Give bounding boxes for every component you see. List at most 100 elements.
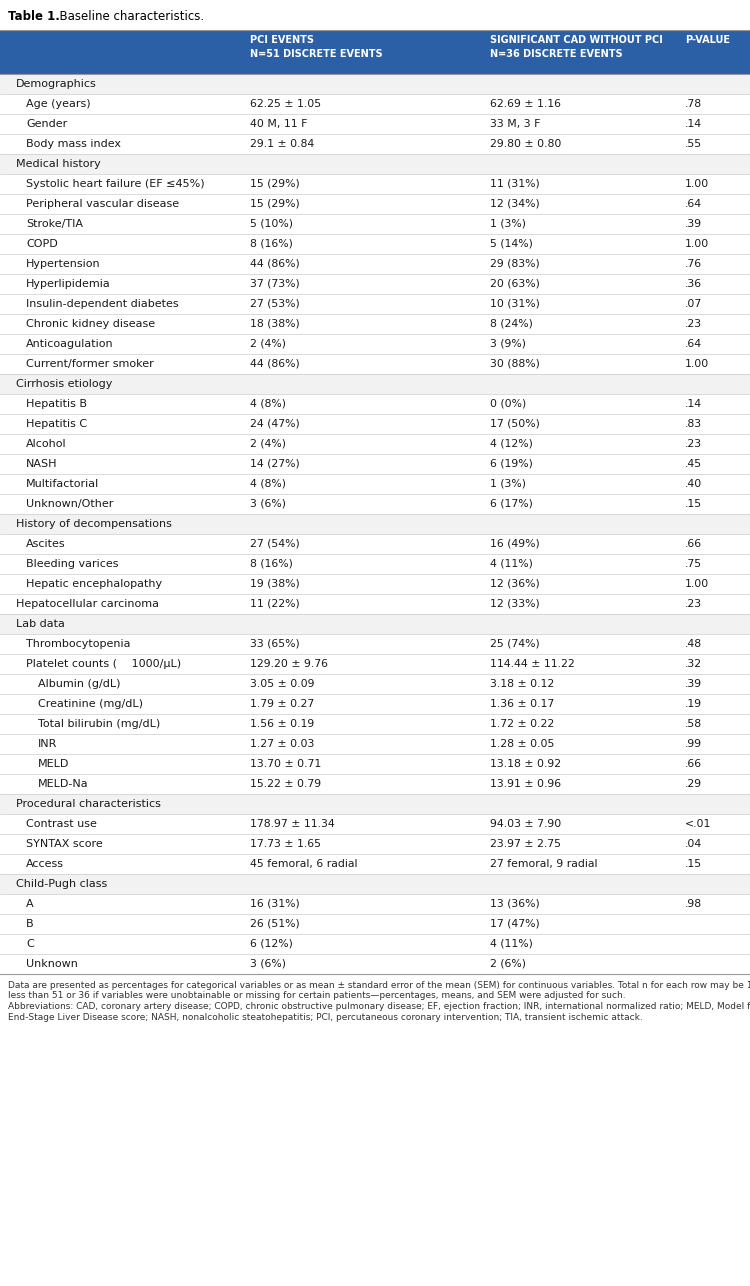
Text: Bleeding varices: Bleeding varices	[26, 559, 118, 568]
Text: 1.00: 1.00	[685, 359, 709, 369]
Text: 14 (27%): 14 (27%)	[250, 459, 300, 469]
Text: .40: .40	[685, 478, 702, 489]
Text: .14: .14	[685, 120, 702, 129]
Text: Chronic kidney disease: Chronic kidney disease	[26, 319, 155, 329]
Text: .07: .07	[685, 300, 702, 309]
Text: Unknown/Other: Unknown/Other	[26, 499, 113, 509]
Text: .15: .15	[685, 859, 702, 869]
Text: 3 (9%): 3 (9%)	[490, 340, 526, 349]
Text: 114.44 ± 11.22: 114.44 ± 11.22	[490, 658, 574, 669]
Text: Anticoagulation: Anticoagulation	[26, 340, 114, 349]
Text: Multifactorial: Multifactorial	[26, 478, 99, 489]
Text: 5 (14%): 5 (14%)	[490, 239, 532, 249]
Text: 20 (63%): 20 (63%)	[490, 279, 540, 289]
Text: Insulin-dependent diabetes: Insulin-dependent diabetes	[26, 300, 178, 309]
Bar	[0, 793, 750, 814]
Text: .76: .76	[685, 258, 702, 269]
Text: Stroke/TIA: Stroke/TIA	[26, 219, 83, 229]
Text: 13.18 ± 0.92: 13.18 ± 0.92	[490, 759, 561, 769]
Text: less than 51 or 36 if variables were unobtainable or missing for certain patient: less than 51 or 36 if variables were uno…	[8, 992, 626, 1001]
Text: 1.72 ± 0.22: 1.72 ± 0.22	[490, 719, 554, 729]
Text: 29.1 ± 0.84: 29.1 ± 0.84	[250, 139, 314, 149]
Text: 3.05 ± 0.09: 3.05 ± 0.09	[250, 679, 314, 689]
Text: 0 (0%): 0 (0%)	[490, 399, 526, 409]
Text: 45 femoral, 6 radial: 45 femoral, 6 radial	[250, 859, 358, 869]
Text: .23: .23	[685, 319, 702, 329]
Text: 1.36 ± 0.17: 1.36 ± 0.17	[490, 700, 554, 709]
Text: 178.97 ± 11.34: 178.97 ± 11.34	[250, 819, 334, 829]
Text: 1.00: 1.00	[685, 239, 709, 249]
Text: .55: .55	[685, 139, 702, 149]
Text: SYNTAX score: SYNTAX score	[26, 838, 103, 849]
Text: 16 (49%): 16 (49%)	[490, 539, 540, 549]
Text: 62.25 ± 1.05: 62.25 ± 1.05	[250, 99, 321, 109]
Text: Hypertension: Hypertension	[26, 258, 100, 269]
Text: 29.80 ± 0.80: 29.80 ± 0.80	[490, 139, 561, 149]
Text: 8 (16%): 8 (16%)	[250, 559, 292, 568]
Text: SIGNIFICANT CAD WITHOUT PCI
N=36 DISCRETE EVENTS: SIGNIFICANT CAD WITHOUT PCI N=36 DISCRET…	[490, 35, 663, 59]
Text: 6 (17%): 6 (17%)	[490, 499, 532, 509]
Text: .23: .23	[685, 439, 702, 449]
Text: 12 (34%): 12 (34%)	[490, 199, 540, 210]
Text: .75: .75	[685, 559, 702, 568]
Text: 8 (24%): 8 (24%)	[490, 319, 532, 329]
Text: 17 (47%): 17 (47%)	[490, 919, 540, 928]
Text: 8 (16%): 8 (16%)	[250, 239, 292, 249]
Text: .32: .32	[685, 658, 702, 669]
Text: .45: .45	[685, 459, 702, 469]
Text: 129.20 ± 9.76: 129.20 ± 9.76	[250, 658, 328, 669]
Text: 11 (31%): 11 (31%)	[490, 179, 540, 189]
Text: COPD: COPD	[26, 239, 58, 249]
Text: 24 (47%): 24 (47%)	[250, 419, 300, 430]
Text: 2 (4%): 2 (4%)	[250, 439, 286, 449]
Text: Baseline characteristics.: Baseline characteristics.	[52, 10, 204, 23]
Text: Peripheral vascular disease: Peripheral vascular disease	[26, 199, 179, 210]
Text: 1 (3%): 1 (3%)	[490, 219, 526, 229]
Text: C: C	[26, 939, 34, 949]
Text: B: B	[26, 919, 34, 928]
Text: Ascites: Ascites	[26, 539, 66, 549]
Text: 4 (11%): 4 (11%)	[490, 559, 532, 568]
Text: End-Stage Liver Disease score; NASH, nonalcoholic steatohepatitis; PCI, percutan: End-Stage Liver Disease score; NASH, non…	[8, 1012, 643, 1021]
Text: 94.03 ± 7.90: 94.03 ± 7.90	[490, 819, 561, 829]
Text: 30 (88%): 30 (88%)	[490, 359, 540, 369]
Text: 15.22 ± 0.79: 15.22 ± 0.79	[250, 779, 321, 790]
Text: 15 (29%): 15 (29%)	[250, 199, 300, 210]
Text: .23: .23	[685, 599, 702, 610]
Text: Access: Access	[26, 859, 64, 869]
Text: 33 (65%): 33 (65%)	[250, 639, 300, 649]
Text: Gender: Gender	[26, 120, 68, 129]
Text: 19 (38%): 19 (38%)	[250, 579, 300, 589]
Text: 4 (12%): 4 (12%)	[490, 439, 532, 449]
Text: .83: .83	[685, 419, 702, 430]
Text: 3 (6%): 3 (6%)	[250, 959, 286, 968]
Text: Table 1.: Table 1.	[8, 10, 60, 23]
Text: .64: .64	[685, 199, 702, 210]
Text: .04: .04	[685, 838, 702, 849]
Bar	[0, 75, 750, 94]
Text: .66: .66	[685, 539, 702, 549]
Text: 13 (36%): 13 (36%)	[490, 899, 540, 909]
Text: Lab data: Lab data	[16, 619, 64, 629]
Text: Thrombocytopenia: Thrombocytopenia	[26, 639, 130, 649]
Text: Hyperlipidemia: Hyperlipidemia	[26, 279, 111, 289]
Text: 11 (22%): 11 (22%)	[250, 599, 300, 610]
Text: 33 M, 3 F: 33 M, 3 F	[490, 120, 540, 129]
Bar	[0, 613, 750, 634]
Text: NASH: NASH	[26, 459, 58, 469]
Bar	[0, 514, 750, 534]
Text: .99: .99	[685, 739, 702, 748]
Text: 62.69 ± 1.16: 62.69 ± 1.16	[490, 99, 561, 109]
Text: Hepatitis B: Hepatitis B	[26, 399, 87, 409]
Text: PCI EVENTS
N=51 DISCRETE EVENTS: PCI EVENTS N=51 DISCRETE EVENTS	[250, 35, 382, 59]
Text: 12 (33%): 12 (33%)	[490, 599, 540, 610]
Text: 16 (31%): 16 (31%)	[250, 899, 300, 909]
Text: 23.97 ± 2.75: 23.97 ± 2.75	[490, 838, 561, 849]
Text: INR: INR	[38, 739, 57, 748]
Text: P-VALUE: P-VALUE	[685, 35, 730, 45]
Text: 2 (6%): 2 (6%)	[490, 959, 526, 968]
Text: Total bilirubin (mg/dL): Total bilirubin (mg/dL)	[38, 719, 160, 729]
Text: Alcohol: Alcohol	[26, 439, 67, 449]
Text: 1.28 ± 0.05: 1.28 ± 0.05	[490, 739, 554, 748]
Text: 3.18 ± 0.12: 3.18 ± 0.12	[490, 679, 554, 689]
